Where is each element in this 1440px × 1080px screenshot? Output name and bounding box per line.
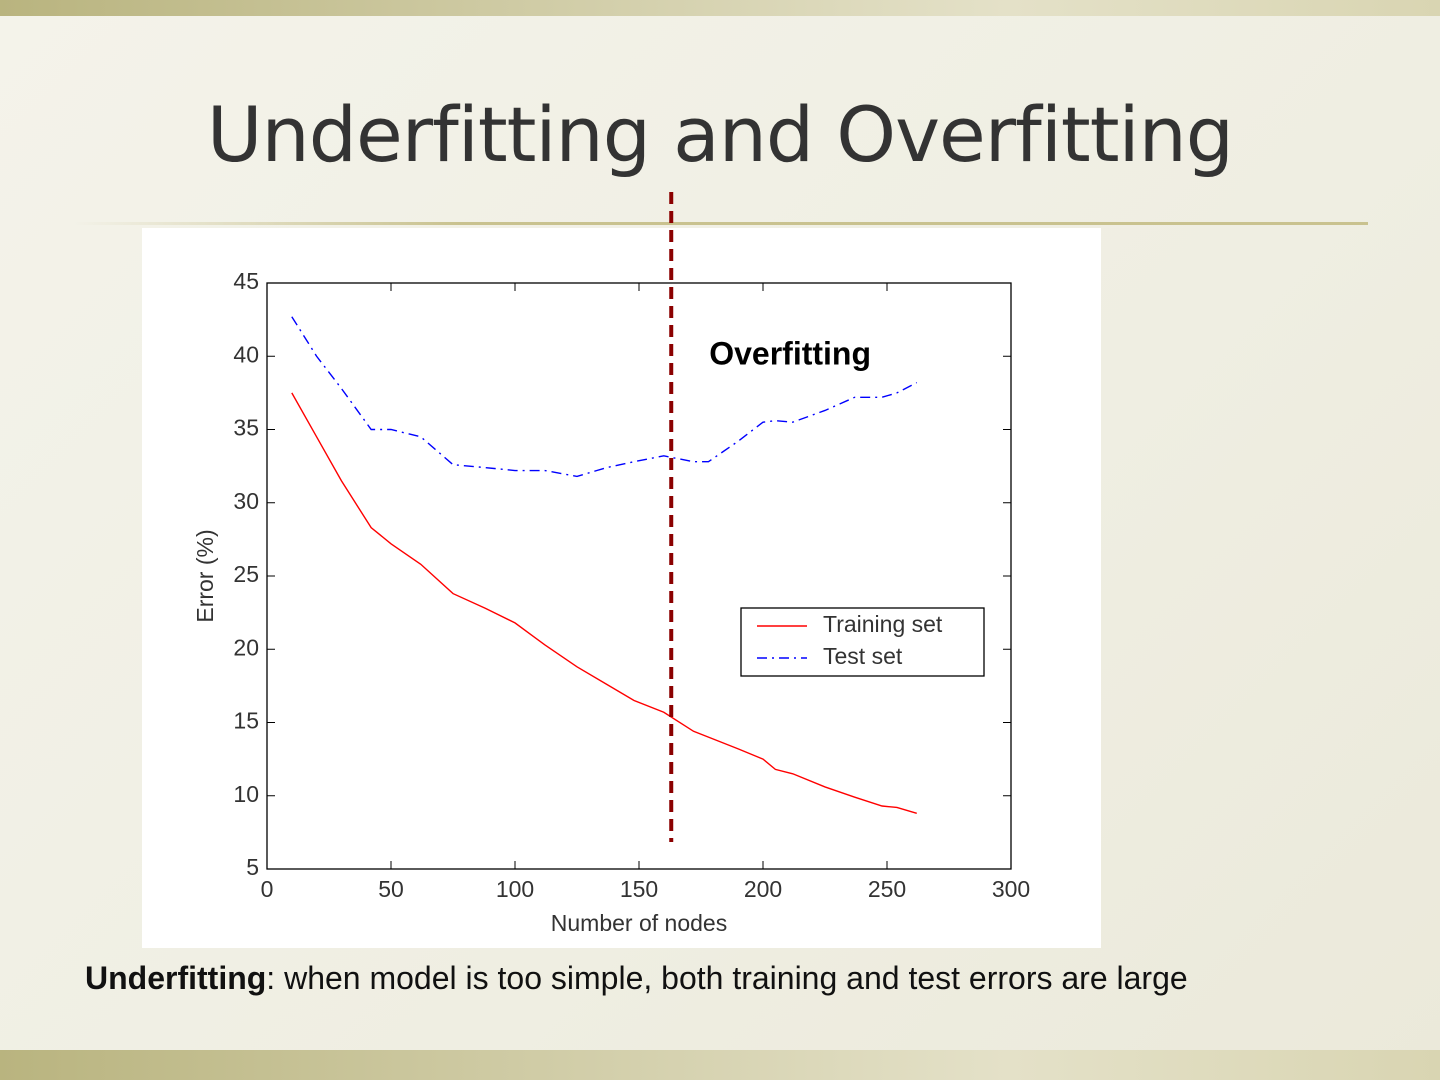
y-tick-label: 5 <box>246 854 259 880</box>
series-line <box>291 316 918 478</box>
caption: Underfitting: when model is too simple, … <box>85 960 1188 997</box>
x-tick-label: 100 <box>496 876 534 902</box>
x-tick-label: 150 <box>620 876 658 902</box>
caption-term: Underfitting <box>85 960 267 996</box>
y-tick-label: 45 <box>233 268 259 294</box>
chart-background <box>142 228 1101 948</box>
y-tick-label: 40 <box>233 341 259 367</box>
series-line <box>291 392 917 815</box>
x-tick-label: 300 <box>992 876 1030 902</box>
legend-label: Training set <box>823 611 943 637</box>
y-tick-label: 25 <box>233 561 259 587</box>
top-band <box>0 0 1440 16</box>
annotation: Overfitting <box>709 335 871 371</box>
slide-title: Underfitting and Overfitting <box>206 90 1234 179</box>
x-axis-label: Number of nodes <box>551 910 727 936</box>
y-axis-label: Error (%) <box>192 529 218 622</box>
y-tick-label: 20 <box>233 634 259 660</box>
x-tick-label: 50 <box>378 876 404 902</box>
x-tick-label: 0 <box>261 876 274 902</box>
x-tick-label: 250 <box>868 876 906 902</box>
legend-box <box>740 607 985 677</box>
bottom-band <box>0 1050 1440 1080</box>
y-tick-label: 15 <box>233 708 259 734</box>
y-tick-label: 30 <box>233 488 259 514</box>
y-tick-label: 35 <box>233 415 259 441</box>
x-tick-label: 200 <box>744 876 782 902</box>
caption-text: : when model is too simple, both trainin… <box>266 960 1188 996</box>
y-tick-label: 10 <box>233 781 259 807</box>
legend-label: Test set <box>823 643 903 669</box>
title-rule <box>72 222 1368 225</box>
